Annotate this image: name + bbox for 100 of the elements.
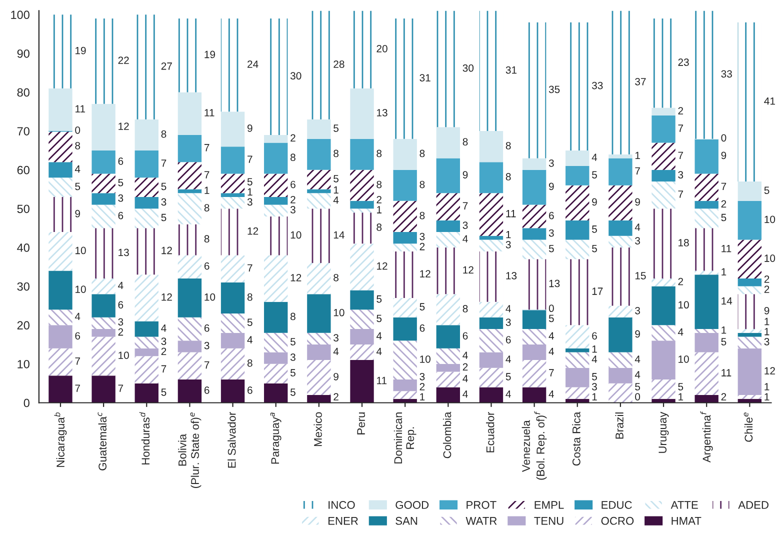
- data-label: 4: [634, 356, 640, 363]
- x-tick-label: Colombia: [442, 412, 452, 458]
- data-label: 12: [764, 367, 775, 374]
- data-label: 6: [118, 212, 124, 220]
- legend-label: ATTE: [670, 501, 698, 509]
- data-label: 5: [75, 182, 80, 190]
- data-label: 5: [247, 318, 252, 326]
- data-label: 4: [376, 348, 382, 355]
- data-label: 12: [377, 262, 388, 270]
- data-label: 1: [722, 326, 726, 334]
- data-label: 1: [764, 328, 770, 336]
- data-label: 4: [506, 356, 511, 363]
- data-label: 8: [161, 130, 166, 138]
- data-label: 33: [592, 82, 603, 90]
- data-label: 10: [75, 246, 86, 254]
- data-label: 1: [764, 393, 770, 400]
- data-label: 7: [161, 160, 166, 167]
- data-label: 9: [635, 198, 640, 206]
- data-label: 4: [118, 282, 124, 290]
- data-label: 1: [204, 186, 210, 194]
- data-label: 8: [247, 293, 252, 301]
- y-tick-label: 70: [17, 127, 30, 136]
- data-label: 12: [248, 227, 258, 235]
- data-label: 0: [721, 134, 726, 142]
- data-label: 6: [592, 332, 597, 340]
- legend-label: TENU: [534, 517, 564, 525]
- data-label: 4: [506, 390, 511, 398]
- data-label: 4: [462, 352, 468, 359]
- data-label: 6: [549, 212, 554, 220]
- data-label: 7: [204, 144, 210, 152]
- data-label: 7: [678, 152, 684, 159]
- data-label: 5: [548, 314, 554, 322]
- data-label: 5: [635, 383, 640, 390]
- x-tick-label: Honduras$^{d}$: [139, 412, 150, 464]
- data-label: 8: [75, 142, 80, 150]
- x-tick-label: Venezuela (Bol. Rep. of)$^{f}$: [522, 411, 547, 480]
- data-label: 1: [592, 345, 597, 353]
- data-label: 8: [204, 204, 210, 212]
- data-label: 2: [678, 278, 684, 286]
- data-label: 7: [248, 264, 252, 272]
- data-label: 6: [290, 180, 296, 188]
- data-label: 5: [592, 171, 597, 178]
- data-label: 0: [548, 304, 554, 312]
- data-label: 6: [204, 324, 210, 332]
- data-label: 12: [162, 246, 172, 254]
- y-tick-label: 90: [17, 49, 30, 58]
- data-label: 5: [376, 295, 382, 303]
- data-label: 13: [506, 272, 517, 280]
- data-label: 2: [678, 107, 684, 114]
- y-tick-label: 100: [11, 10, 30, 20]
- data-label: 4: [548, 348, 554, 355]
- data-label: 3: [548, 159, 554, 167]
- data-label: 7: [721, 182, 726, 190]
- data-label: 7: [118, 384, 124, 392]
- data-label: 10: [420, 355, 430, 363]
- data-label: 5: [161, 182, 166, 190]
- data-label: 10: [764, 216, 776, 224]
- legend-label: WATR: [466, 517, 497, 525]
- data-label: 5: [548, 244, 554, 252]
- x-tick-label: Chile$^{e}$: [744, 412, 753, 442]
- legend-label: HMAT: [672, 517, 702, 525]
- x-tick-label: Ecuador: [486, 412, 494, 452]
- data-label: 6: [204, 386, 210, 394]
- legend-label: GOOD: [396, 501, 429, 509]
- data-label: 3: [506, 240, 511, 248]
- legend-label: OCRO: [601, 516, 634, 525]
- data-label: 10: [290, 231, 302, 239]
- data-label: 4: [462, 390, 468, 398]
- data-label: 11: [722, 244, 732, 252]
- data-label: 11: [75, 105, 86, 112]
- data-label: 11: [506, 210, 516, 218]
- data-label: 8: [462, 305, 468, 312]
- data-label: 10: [75, 286, 86, 293]
- data-label: 2: [420, 242, 425, 250]
- data-label: 4: [678, 328, 684, 336]
- data-label: 4: [462, 374, 468, 382]
- data-label: 9: [549, 182, 554, 190]
- x-tick-label: El Salvador: [228, 412, 236, 468]
- data-label: 8: [334, 274, 338, 282]
- data-label: 1: [722, 268, 726, 276]
- data-label: 2: [420, 383, 425, 390]
- data-label: 5: [678, 383, 684, 390]
- data-label: 3: [764, 338, 770, 346]
- data-label: 4: [161, 324, 166, 332]
- data-label: 1: [334, 186, 338, 194]
- data-label: 5: [161, 214, 166, 222]
- data-label: 2: [290, 134, 296, 142]
- data-label: 3: [118, 318, 124, 326]
- x-tick-label: Nicaragua$^{b}$: [54, 412, 67, 467]
- data-label: 3: [334, 334, 338, 342]
- data-label: 7: [204, 171, 210, 178]
- data-label: 8: [420, 180, 425, 188]
- x-tick-label: Guatemala$^{c}$: [98, 412, 106, 470]
- data-label: 7: [75, 358, 80, 365]
- data-label: 12: [290, 274, 302, 282]
- data-label: 7: [678, 124, 684, 132]
- y-tick-label: 20: [17, 321, 30, 330]
- data-label: 4: [333, 348, 339, 355]
- data-label: 3: [506, 318, 511, 326]
- data-label: 4: [548, 332, 554, 340]
